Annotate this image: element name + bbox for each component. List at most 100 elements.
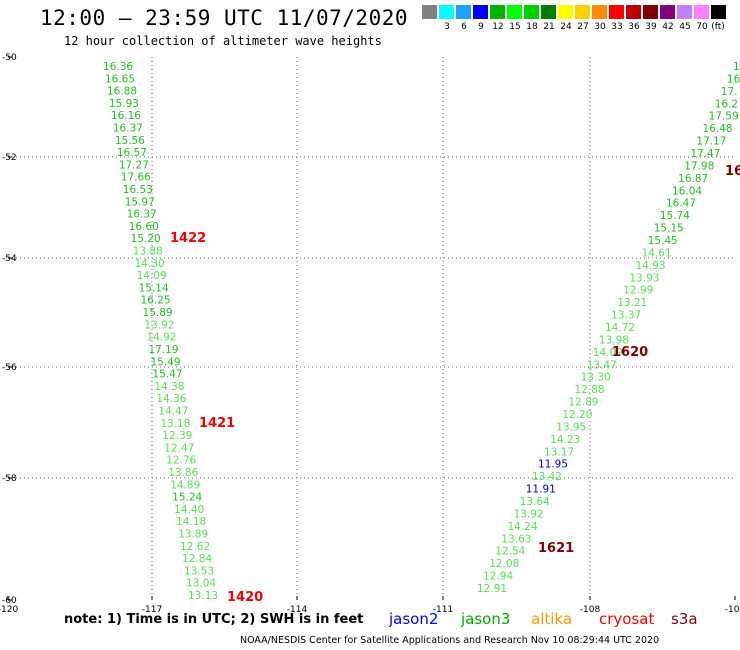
legend-swatch [439,5,455,19]
pass-labels: 1422 1421 1420 1620 1621 16 [170,164,740,605]
wave-height-label: 15.15 [654,223,684,235]
legend-label: 3 [444,22,450,32]
wave-height-label: 16.37 [113,123,143,135]
wave-height-label: 15.49 [150,356,180,368]
wave-height-label: 12.99 [623,285,653,297]
legend-label: 70 [696,22,708,32]
wave-height-label: 15.74 [660,210,690,222]
wave-height-label: 15.56 [115,135,145,147]
wave-height-label: 16.25 [141,295,171,307]
lon-tick-label: -117 [142,605,162,615]
lat-tick-label: -58 [2,474,17,484]
wave-height-label: 12.39 [162,430,192,442]
wave-height-label: 16.88 [107,86,137,98]
wave-height-label: 13.93 [629,272,659,284]
wave-height-label: 15.45 [648,235,678,247]
track-right: 12.9112.9412.0812.5413.6314.2413.9213.64… [477,61,740,595]
legend-swatch [524,5,540,19]
wave-height-label: 16.87 [678,173,708,185]
wave-height-label: 12.91 [477,583,507,595]
wave-height-label: 13.30 [581,372,611,384]
wave-height-label: 13.98 [599,334,629,346]
pass-id-label: 16 [725,164,740,179]
wave-height-label: 17.47 [690,148,720,160]
wave-height-label: 11.95 [538,459,568,471]
legend-unit: (ft) [711,22,725,32]
wave-height-label: 13.53 [184,565,214,577]
longitude-labels: -120 -117 -114 -111 -108 -105 [0,605,740,615]
wave-height-label: 17.27 [119,159,149,171]
wave-height-label: 15.24 [172,492,202,504]
wave-height-label: 14.93 [635,260,665,272]
wave-height-label: 14.40 [174,504,204,516]
wave-height-label: 12.62 [180,541,210,553]
legend-label: 33 [611,22,623,32]
legend-label: 18 [526,22,538,32]
legend-label: 36 [628,22,640,32]
lon-tick-label: -120 [0,605,18,615]
lat-tick-label: -50 [2,53,17,63]
wave-height-label: 17. [721,86,738,98]
lon-tick-label: -114 [287,605,308,615]
wave-height-label: 16 [727,73,740,85]
wave-height-label: 16.53 [123,184,153,196]
legend-swatch [541,5,557,19]
pass-id-label: 1621 [538,541,574,556]
satellite-name: s3a [671,610,698,628]
wave-height-label: 17.98 [684,160,714,172]
wave-height-label: 12.88 [575,384,605,396]
wave-height-label: 15.93 [109,98,139,110]
wave-height-label: 1 [733,61,740,73]
legend-swatch [660,5,676,19]
wave-height-label: 16.48 [703,123,733,135]
lon-tick-label: -108 [580,605,601,615]
wave-height-label: 15.89 [143,307,173,319]
legend-label: 39 [645,22,657,32]
wave-height-label: 16.60 [129,221,159,233]
wave-height-label: 13.89 [178,528,208,540]
legend-swatch [575,5,591,19]
wave-height-label: 16.36 [103,61,133,73]
wave-height-label: 17.59 [709,111,739,123]
wave-height-label: 13.95 [556,421,586,433]
legend-label: 45 [679,22,691,32]
wave-height-label: 13.18 [160,418,190,430]
legend-swatch [490,5,506,19]
wave-height-label: 14.38 [154,381,184,393]
wave-height-label: 16.57 [117,147,147,159]
wave-height-label: 14.30 [135,258,165,270]
legend-swatch [456,5,472,19]
wave-height-label: 13.92 [145,319,175,331]
wave-height-label: 12.89 [568,397,598,409]
wave-height-label: 14.09 [137,270,167,282]
pass-id-label: 1420 [227,590,263,605]
legend-label: 12 [492,22,504,32]
pass-id-label: 1422 [170,231,206,246]
wave-height-label: 12.08 [489,558,519,570]
wave-height-label: 14.18 [176,516,206,528]
wave-height-label: 12.47 [164,442,194,454]
wave-height-label: 16.65 [105,73,135,85]
lat-tick-label: -56 [2,363,17,373]
legend-swatch [677,5,693,19]
wave-height-label: 15.47 [152,369,182,381]
wave-height-label: 14.61 [642,247,672,259]
wave-height-label: 13.47 [587,359,617,371]
satellite-name: jason2 [389,610,439,628]
legend-label: 30 [594,22,606,32]
wave-height-label: 15.20 [131,233,161,245]
wave-height-label: 13.92 [514,508,544,520]
legend-swatch [558,5,574,19]
wave-height-label: 13.37 [611,310,641,322]
lat-tick-label: -60 [2,596,17,606]
wave-height-label: 11.91 [526,484,556,496]
map-subtitle: 12 hour collection of altimeter wave hei… [64,34,382,48]
wave-height-label: 14.23 [550,434,580,446]
lat-lon-grid [7,56,736,601]
wave-height-label: 13.13 [188,590,218,602]
wave-height-label: 12.84 [182,553,212,565]
lat-tick-label: -52 [2,153,17,163]
wave-height-label: 15.97 [125,196,155,208]
legend-label: 15 [509,22,521,32]
